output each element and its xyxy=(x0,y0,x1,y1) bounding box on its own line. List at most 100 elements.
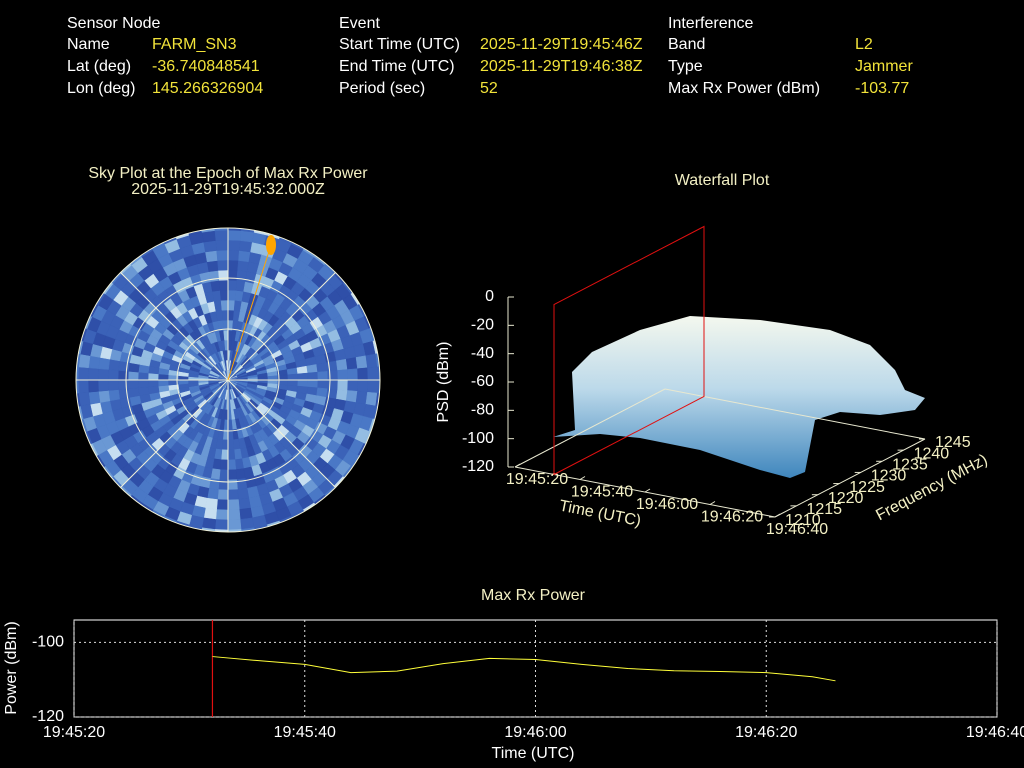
sky-cell xyxy=(217,489,229,501)
field-value: L2 xyxy=(855,36,873,53)
sky-cell xyxy=(98,390,111,403)
sky-cell xyxy=(138,386,150,396)
sky-cell xyxy=(307,371,319,381)
sky-cell xyxy=(237,488,250,500)
sky-cell xyxy=(227,509,241,521)
sky-cell xyxy=(214,519,229,531)
sky-cell xyxy=(214,229,229,241)
field-value: 52 xyxy=(480,80,498,97)
sky-cell xyxy=(227,439,235,451)
sky-cell xyxy=(347,368,359,381)
chart-title: Sky Plot at the Epoch of Max Rx Power xyxy=(88,165,368,182)
frequency-axis xyxy=(774,438,926,518)
y-tick-label: 1215 xyxy=(806,501,842,518)
sky-cell xyxy=(227,259,239,271)
sky-cell xyxy=(78,353,91,369)
sky-cell xyxy=(97,368,109,381)
sky-cell xyxy=(227,299,236,311)
sky-cell xyxy=(355,391,368,405)
sky-cell xyxy=(337,379,349,391)
sky-cell xyxy=(223,329,229,341)
sky-cell xyxy=(76,379,79,395)
power-line xyxy=(212,656,836,682)
sky-cell xyxy=(77,379,89,394)
sky-cell xyxy=(227,409,232,421)
sky-cell xyxy=(217,259,229,271)
field-value: 2025-11-29T19:46:38Z xyxy=(480,58,643,75)
x-tick-label: 19:45:40 xyxy=(571,484,633,501)
sky-cell xyxy=(317,371,329,381)
x-tick-label: 19:46:40 xyxy=(966,724,1024,741)
sky-cell xyxy=(365,353,378,369)
azimuth-spoke xyxy=(227,379,336,488)
x-tick-label: 19:45:20 xyxy=(43,724,105,741)
sky-cell xyxy=(239,230,255,243)
chart-subtitle: 2025-11-29T19:45:32.000Z xyxy=(131,181,325,198)
z-axis-label: PSD (dBm) xyxy=(435,342,452,423)
field-label: Type xyxy=(668,58,703,75)
y-tick-label: 1225 xyxy=(849,479,885,496)
base-edge xyxy=(664,388,926,440)
sky-cell xyxy=(345,357,358,370)
sky-cell xyxy=(220,449,229,461)
y-tick-label: 1220 xyxy=(828,490,864,507)
sky-cell xyxy=(206,260,219,272)
sky-cell xyxy=(87,379,99,393)
sky-cell xyxy=(108,389,120,402)
field-label: Lon (deg) xyxy=(67,80,136,97)
field-value: 145.266326904 xyxy=(152,80,263,97)
sky-cell xyxy=(297,372,309,381)
sky-cell xyxy=(357,379,369,393)
z-tick-label: 0 xyxy=(485,288,494,305)
sky-cell xyxy=(317,379,329,389)
sky-cell xyxy=(97,379,109,392)
x-tick-label: 19:46:00 xyxy=(636,496,698,513)
sky-cell xyxy=(227,489,239,501)
x-tick-label: 19:46:20 xyxy=(701,509,763,526)
x-tick xyxy=(709,501,716,505)
x-axis-label: Time (UTC) xyxy=(558,497,643,530)
sky-cell xyxy=(336,358,348,371)
x-tick xyxy=(579,476,586,480)
sky-cell xyxy=(227,279,237,291)
chart-title: Waterfall Plot xyxy=(675,172,770,189)
x-axis-label: Time (UTC) xyxy=(492,745,575,762)
panel-title: Event xyxy=(339,15,380,32)
field-value: -36.740848541 xyxy=(152,58,260,75)
sky-cell xyxy=(238,497,251,510)
sky-cell xyxy=(377,365,380,381)
sky-cell xyxy=(234,458,244,470)
sky-cell xyxy=(88,391,101,405)
sky-cell xyxy=(219,289,229,301)
panel-title: Sensor Node xyxy=(67,15,160,32)
panel-title: Interference xyxy=(668,15,753,32)
z-tick-label: -40 xyxy=(471,345,494,362)
sky-cell xyxy=(224,339,229,351)
sky-cell xyxy=(201,517,217,530)
sky-cell xyxy=(220,299,229,311)
sky-cell xyxy=(306,364,318,374)
sky-cell xyxy=(127,379,139,389)
sky-cell xyxy=(128,387,140,398)
sky-cell xyxy=(157,379,169,387)
y-tick-label: 1235 xyxy=(892,457,928,474)
sky-cell xyxy=(365,391,378,407)
x-tick-label: 19:45:40 xyxy=(274,724,336,741)
sky-cell xyxy=(227,229,242,241)
epoch-plane xyxy=(553,225,705,476)
z-tick-label: -100 xyxy=(462,430,494,447)
sky-cell xyxy=(357,367,369,381)
sky-cell xyxy=(238,250,251,263)
sky-cell xyxy=(227,289,237,301)
sky-cell xyxy=(213,228,229,231)
sky-cell xyxy=(107,379,119,391)
field-value: Jammer xyxy=(855,58,913,75)
base-edge xyxy=(514,388,666,468)
field-label: Start Time (UTC) xyxy=(339,36,460,53)
sky-cell xyxy=(78,391,91,407)
sky-cell xyxy=(221,309,229,321)
field-label: Name xyxy=(67,36,110,53)
azimuth-spoke xyxy=(120,272,229,381)
sky-cell xyxy=(87,367,99,381)
